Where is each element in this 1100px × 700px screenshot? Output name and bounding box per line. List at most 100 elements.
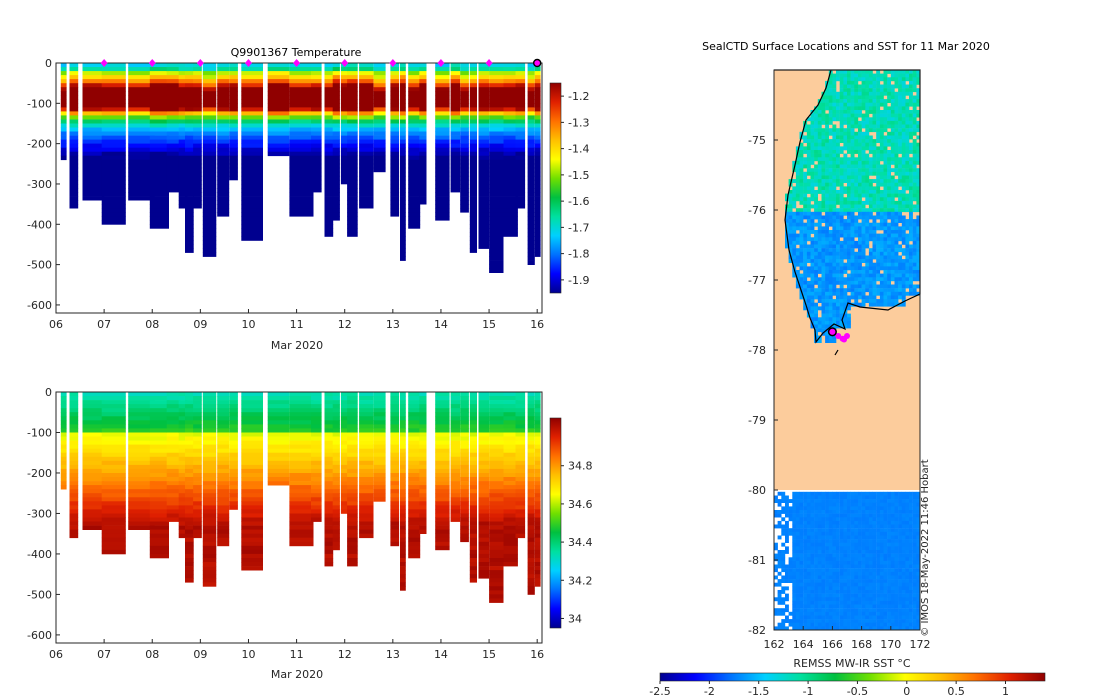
- salinity-cell: [149, 497, 169, 502]
- temperature-cell: [166, 103, 181, 108]
- sst-cell: [799, 233, 804, 238]
- sst-cell: [836, 266, 840, 271]
- sst-cell: [861, 124, 866, 129]
- sst-cell: [879, 222, 884, 227]
- sst-cell: [843, 117, 848, 122]
- temperature-cell: [69, 123, 79, 128]
- temperature-cell: [340, 159, 351, 165]
- salinity-cell: [408, 545, 421, 551]
- salinity-cell: [489, 582, 504, 587]
- salinity-cell: [527, 452, 535, 458]
- sst-cell: [909, 77, 913, 82]
- salinity-x-tick-label: 11: [290, 648, 304, 661]
- temperature-cell: [217, 167, 230, 173]
- salinity-cell: [515, 513, 526, 518]
- temperature-cell: [460, 91, 469, 96]
- temperature-cell: [149, 107, 169, 112]
- temperature-cell: [149, 208, 169, 213]
- temperature-cell: [289, 71, 314, 76]
- sst-cell: [847, 197, 851, 202]
- salinity-cell: [332, 537, 340, 543]
- temperature-cell: [408, 131, 421, 136]
- temperature-cell: [489, 155, 504, 161]
- temperature-cell: [69, 151, 79, 157]
- salinity-cell: [408, 468, 421, 474]
- salinity-cell: [241, 481, 263, 486]
- sst-cell: [832, 110, 837, 114]
- salinity-cell: [503, 452, 518, 458]
- temperature-cell: [460, 184, 469, 189]
- sst-cell: [890, 190, 895, 194]
- sst-cell: [828, 237, 833, 242]
- sst-cell: [858, 204, 862, 209]
- temperature-cell: [460, 167, 469, 173]
- temperature-cell: [390, 196, 400, 201]
- sst-cell: [825, 306, 829, 311]
- salinity-cell: [202, 452, 217, 458]
- temperature-cell: [489, 204, 504, 209]
- temperature-cell: [469, 75, 477, 80]
- sst-cell: [898, 80, 902, 85]
- temperature-cell: [515, 179, 526, 185]
- salinity-cell: [478, 570, 490, 575]
- salinity-cell: [408, 489, 421, 494]
- sst-cell: [865, 179, 870, 183]
- salinity-cell: [267, 481, 290, 486]
- salinity-cell: [311, 400, 322, 405]
- sst-cell: [909, 291, 913, 296]
- salinity-cell: [435, 473, 450, 478]
- salinity-cell: [359, 529, 374, 534]
- sst-map-panel: SealCTD Surface Locations and SST for 11…: [649, 40, 1046, 698]
- sst-cell: [868, 128, 873, 133]
- sst-cell: [861, 139, 866, 143]
- salinity-cell: [178, 513, 188, 518]
- sst-cell: [861, 190, 866, 194]
- temperature-cell: [400, 204, 406, 209]
- temperature-cell: [101, 220, 126, 225]
- temperature-cell: [229, 167, 238, 173]
- salinity-cell: [450, 432, 461, 437]
- temperature-cell: [229, 147, 238, 153]
- temperature-cell: [478, 115, 490, 120]
- temperature-cell: [347, 188, 358, 193]
- salinity-cell: [241, 416, 263, 421]
- sst-cell: [876, 259, 881, 263]
- sst-cell: [912, 237, 917, 242]
- sst-cell: [868, 295, 873, 300]
- salinity-cell: [340, 444, 351, 449]
- salinity-cell: [229, 392, 238, 397]
- salinity-cell: [390, 489, 400, 494]
- temperature-cell: [101, 123, 126, 128]
- sst-cell: [839, 193, 844, 198]
- sst-cell: [879, 193, 884, 198]
- sst-cell: [905, 193, 910, 198]
- salinity-cell: [217, 392, 230, 397]
- sst-cell: [854, 266, 859, 271]
- salinity-cell: [267, 392, 290, 397]
- salinity-cell: [340, 464, 351, 470]
- salinity-cell: [193, 436, 202, 441]
- salinity-cell: [332, 412, 340, 417]
- salinity-cell: [101, 404, 126, 409]
- temperature-cell: [419, 95, 427, 100]
- sst-cell: [803, 251, 808, 256]
- temperature-cell: [489, 103, 504, 108]
- sst-cell: [858, 99, 862, 103]
- temperature-cell: [82, 188, 105, 193]
- sst-cell: [828, 230, 833, 234]
- temperature-cell: [347, 99, 358, 104]
- salinity-cell: [241, 558, 263, 563]
- sst-cell: [887, 120, 891, 125]
- salinity-cell: [202, 549, 217, 555]
- sst-cell: [865, 80, 870, 85]
- temperature-cell: [527, 212, 535, 217]
- temperature-cell: [60, 63, 67, 68]
- sst-cell: [854, 88, 859, 93]
- sst-cell: [890, 302, 895, 307]
- salinity-cell: [128, 428, 155, 433]
- salinity-cell: [128, 489, 155, 494]
- sst-cell: [810, 273, 815, 278]
- salinity-cell: [503, 497, 518, 502]
- temperature-cell: [289, 107, 314, 112]
- sst-cell: [916, 259, 921, 263]
